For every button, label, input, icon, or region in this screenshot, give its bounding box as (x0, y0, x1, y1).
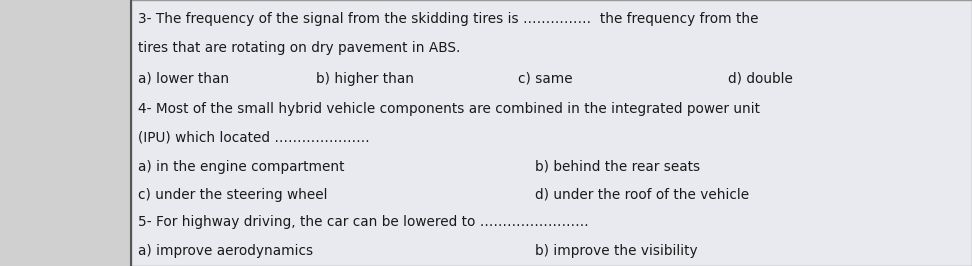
Text: 5- For highway driving, the car can be lowered to ……………………: 5- For highway driving, the car can be l… (138, 215, 589, 230)
Text: d) under the roof of the vehicle: d) under the roof of the vehicle (535, 188, 748, 202)
FancyBboxPatch shape (131, 0, 972, 266)
Text: a) improve aerodynamics: a) improve aerodynamics (138, 244, 313, 258)
Text: c) under the steering wheel: c) under the steering wheel (138, 188, 328, 202)
Text: a) lower than: a) lower than (138, 72, 229, 86)
Text: b) higher than: b) higher than (316, 72, 414, 86)
Text: tires that are rotating on dry pavement in ABS.: tires that are rotating on dry pavement … (138, 41, 461, 55)
Text: b) improve the visibility: b) improve the visibility (535, 244, 698, 258)
Text: c) same: c) same (518, 72, 573, 86)
Text: 3- The frequency of the signal from the skidding tires is ……………  the frequency f: 3- The frequency of the signal from the … (138, 12, 758, 26)
Text: (IPU) which located …………………: (IPU) which located ………………… (138, 130, 369, 144)
Text: b) behind the rear seats: b) behind the rear seats (535, 160, 700, 174)
Text: a) in the engine compartment: a) in the engine compartment (138, 160, 344, 174)
Text: d) double: d) double (728, 72, 793, 86)
Text: 4- Most of the small hybrid vehicle components are combined in the integrated po: 4- Most of the small hybrid vehicle comp… (138, 102, 760, 116)
